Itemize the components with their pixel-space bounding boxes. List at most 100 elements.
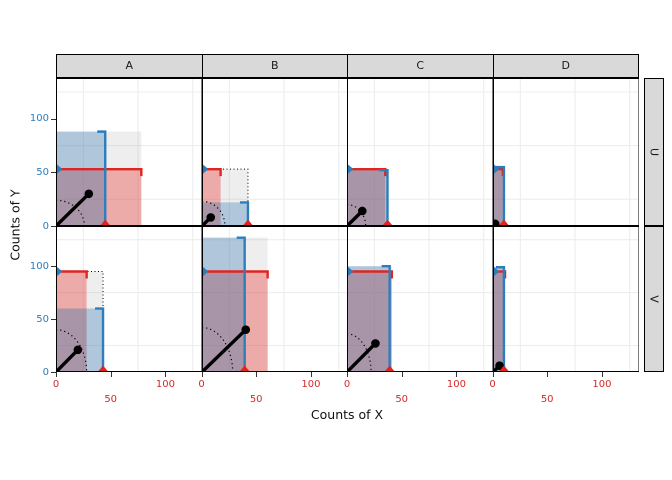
red-crossbar-line	[201, 270, 269, 279]
y-tick-label: 0	[42, 220, 49, 232]
red-count-rect	[201, 169, 221, 226]
x-tick-mark	[601, 372, 603, 377]
x-tick-label: 100	[592, 379, 612, 390]
blue-count-rect	[56, 131, 106, 226]
dotted-extent-rect	[347, 168, 388, 226]
blue-crossbar-line	[379, 169, 389, 226]
black-segment	[56, 348, 80, 372]
x-tick-mark	[547, 372, 549, 377]
x-tick-label: 0	[489, 379, 496, 390]
blue-count-rect	[347, 266, 390, 372]
x-tick-label: 100	[446, 379, 466, 390]
x-tick-label: 100	[301, 379, 321, 390]
dotted-radius-arc	[56, 329, 88, 372]
gray-extent-rect	[492, 167, 503, 226]
facet-panel-D-V	[492, 226, 639, 372]
panel-background	[201, 78, 348, 226]
dotted-radius-arc	[347, 333, 372, 372]
x-axis-title: Counts of X	[310, 407, 384, 422]
x-tick-label: 0	[198, 379, 205, 390]
facet-panel-C-U	[347, 78, 494, 226]
dotted-extent-rect	[347, 270, 391, 372]
x-tick-label: 100	[155, 379, 175, 390]
black-segment	[56, 192, 91, 226]
x-tick-mark	[56, 372, 57, 377]
black-segment	[347, 342, 377, 372]
blue-axis-triangle	[347, 266, 354, 277]
panel-border	[492, 226, 639, 372]
red-count-rect	[201, 271, 268, 372]
blue-count-rect	[56, 308, 104, 372]
blue-crossbar-line	[495, 266, 505, 372]
blue-crossbar-line	[97, 130, 107, 226]
facet-panel-A-U	[56, 78, 203, 226]
facet-strip-row-V: V	[643, 226, 664, 372]
facet-strip-col-B: B	[201, 53, 348, 78]
y-tick-label: 100	[29, 113, 49, 125]
x-tick-mark	[456, 372, 458, 377]
y-tick-mark	[51, 372, 56, 373]
dotted-extent-rect	[56, 270, 104, 372]
y-tick-label: 100	[29, 260, 49, 272]
red-count-rect	[56, 169, 142, 226]
black-point	[494, 361, 504, 370]
blue-count-rect	[492, 267, 504, 372]
red-crossbar-line	[56, 167, 143, 177]
red-count-rect	[347, 169, 386, 226]
x-tick-label: 50	[395, 394, 409, 405]
blue-crossbar-line	[381, 265, 391, 372]
blue-crossbar-line	[239, 201, 249, 226]
red-crossbar-line	[347, 270, 394, 279]
black-point	[205, 213, 215, 222]
facet-panel-B-U	[201, 78, 348, 226]
facet-panel-A-V	[56, 226, 203, 372]
facet-panel-C-V	[347, 226, 494, 372]
panel-background	[347, 78, 494, 226]
facet-strip-row-U: U	[643, 78, 664, 226]
gray-extent-rect	[347, 266, 392, 372]
black-point	[73, 345, 83, 355]
y-tick-mark	[51, 319, 56, 321]
red-axis-triangle	[384, 365, 395, 372]
facet-strip-row-label: U	[647, 147, 660, 157]
x-tick-label: 50	[104, 394, 118, 405]
gray-extent-rect	[492, 267, 505, 372]
black-point	[358, 206, 367, 216]
x-tick-mark	[347, 372, 348, 377]
y-tick-mark	[51, 118, 56, 120]
y-axis-title: Counts of Y	[7, 189, 23, 261]
blue-count-rect	[347, 170, 388, 226]
facet-strip-col-A: A	[56, 53, 203, 78]
facet-strip-col-D: D	[492, 53, 639, 78]
facet-panel-B-V	[201, 226, 348, 372]
y-tick-label: 50	[36, 166, 49, 178]
x-tick-mark	[201, 372, 203, 377]
red-axis-triangle	[382, 219, 393, 226]
x-tick-mark	[256, 372, 258, 377]
red-axis-triangle	[242, 219, 253, 226]
blue-axis-triangle	[56, 266, 63, 277]
y-tick-mark	[51, 266, 56, 268]
blue-count-rect	[492, 167, 504, 226]
x-tick-label: 0	[343, 379, 351, 390]
panel-background	[492, 78, 639, 226]
black-point	[240, 325, 250, 334]
red-axis-triangle	[239, 365, 250, 372]
red-count-rect	[347, 271, 392, 372]
gray-extent-rect	[201, 237, 268, 372]
facet-panel-D-U	[492, 78, 639, 226]
blue-crossbar-line	[495, 165, 505, 226]
panel-background	[492, 226, 639, 372]
x-tick-mark	[165, 372, 167, 377]
y-tick-mark	[51, 172, 56, 174]
black-segment	[201, 328, 247, 372]
x-tick-label: 50	[540, 394, 554, 405]
blue-crossbar-line	[95, 307, 105, 372]
facet-strip-col-C: C	[347, 53, 494, 78]
x-tick-mark	[110, 372, 112, 377]
x-tick-mark	[401, 372, 403, 377]
blue-axis-triangle	[202, 266, 208, 277]
facet-strip-row-label: V	[647, 295, 660, 303]
blue-axis-triangle	[56, 164, 63, 175]
red-crossbar-line	[56, 270, 88, 279]
